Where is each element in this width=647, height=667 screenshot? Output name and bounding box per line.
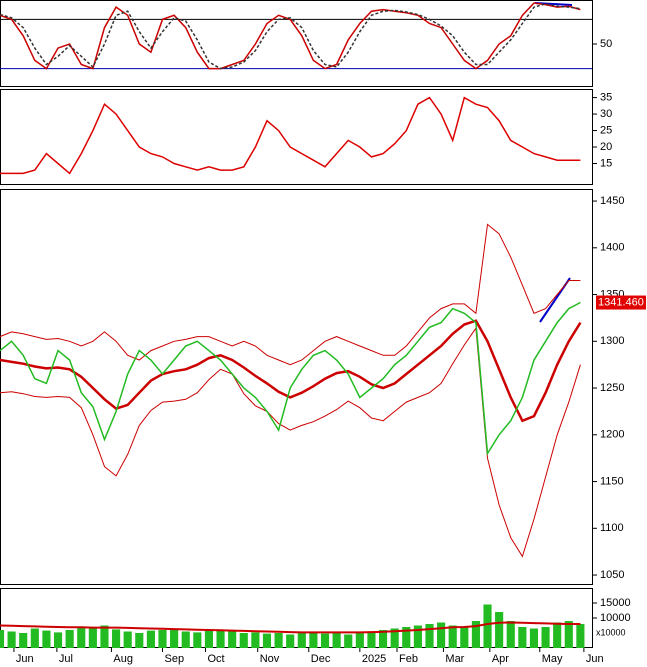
volume-bar bbox=[262, 633, 272, 648]
volume-bar bbox=[529, 628, 539, 648]
volume-bar bbox=[355, 633, 364, 648]
volume-bar bbox=[158, 630, 167, 648]
volume-bar bbox=[425, 624, 434, 648]
volume-bar bbox=[53, 632, 63, 648]
volume-bar bbox=[471, 621, 480, 648]
y-tick-label: 35 bbox=[600, 91, 612, 103]
volume-bar bbox=[332, 631, 341, 648]
volume-bar bbox=[367, 631, 376, 648]
y-tick-label: 1400 bbox=[600, 242, 624, 254]
adx-frame bbox=[0, 89, 593, 185]
volume-bar bbox=[309, 632, 318, 648]
y-tick-label: 1300 bbox=[600, 335, 624, 347]
x-tick-label: Nov bbox=[260, 653, 280, 665]
volume-bar bbox=[123, 631, 132, 648]
volume-bar bbox=[274, 633, 283, 648]
volume-bar bbox=[30, 628, 39, 648]
y-tick-label: 30 bbox=[600, 108, 612, 120]
volume-bar bbox=[390, 628, 399, 648]
volume-bar bbox=[483, 604, 492, 648]
x-tick-label: 2025 bbox=[362, 653, 386, 665]
volume-bar bbox=[518, 627, 527, 648]
volume-bar bbox=[402, 627, 411, 648]
x-tick-label: Feb bbox=[399, 653, 418, 665]
series-line bbox=[0, 223, 581, 366]
y-tick-label: 1250 bbox=[600, 382, 624, 394]
series-line bbox=[0, 2, 581, 70]
y-tick-label: 1200 bbox=[600, 429, 624, 441]
panel-frames bbox=[0, 0, 593, 648]
volume-bar bbox=[146, 630, 155, 648]
volume-bar bbox=[541, 627, 550, 648]
series-line bbox=[0, 96, 581, 175]
y-tick-label: 50 bbox=[600, 38, 612, 50]
volume-bar bbox=[286, 634, 295, 648]
x-tick-label: May bbox=[542, 653, 563, 665]
x-tick-label: Apr bbox=[492, 653, 509, 665]
volume-bar bbox=[564, 621, 573, 648]
volume-bar bbox=[378, 630, 388, 648]
x-tick-label: Mar bbox=[445, 653, 464, 665]
volume-bar bbox=[344, 634, 353, 648]
series-line bbox=[0, 621, 581, 634]
y-tick-label: 1150 bbox=[600, 475, 624, 487]
volume-bar bbox=[506, 621, 515, 648]
volume-bar bbox=[181, 631, 190, 648]
volume-bar bbox=[437, 622, 446, 648]
volume-bar bbox=[42, 630, 51, 648]
y-tick-label: 25 bbox=[600, 124, 612, 136]
y-tick-label: 15000 bbox=[600, 597, 631, 609]
price-frame bbox=[0, 189, 593, 585]
volume-bar bbox=[239, 633, 248, 648]
unit-label: x10000 bbox=[596, 627, 626, 637]
volume-bar bbox=[553, 622, 562, 648]
volume-bar bbox=[19, 633, 28, 648]
y-tick-label: 20 bbox=[600, 141, 612, 153]
x-tick-label: Dec bbox=[311, 653, 331, 665]
x-tick-label: Aug bbox=[113, 653, 133, 665]
volume-bar bbox=[7, 631, 16, 648]
y-tick-label: 1100 bbox=[600, 522, 624, 534]
volume-bar bbox=[0, 630, 5, 648]
volume-bar bbox=[413, 625, 422, 648]
volume-bar bbox=[88, 628, 97, 648]
volume-bar bbox=[193, 632, 202, 648]
series-line bbox=[0, 3, 581, 70]
y-tick-label: 1050 bbox=[600, 569, 624, 581]
y-tick-label: 15 bbox=[600, 157, 612, 169]
volume-bar bbox=[135, 633, 144, 648]
x-tick-label: Jun bbox=[16, 653, 34, 665]
volume-bar bbox=[100, 625, 109, 648]
series-line bbox=[0, 301, 581, 456]
volume-bar bbox=[495, 612, 504, 648]
x-tick-label: Sep bbox=[165, 653, 185, 665]
volume-bar bbox=[576, 624, 585, 648]
x-tick-label: Oct bbox=[207, 653, 224, 665]
volume-bar bbox=[297, 633, 306, 648]
x-tick-label: Jun bbox=[586, 653, 604, 665]
x-tick-label: Jul bbox=[59, 653, 73, 665]
volume-bar bbox=[460, 627, 469, 648]
volume-bar bbox=[112, 629, 121, 648]
volume-bar bbox=[216, 630, 225, 648]
volume-bar bbox=[448, 625, 457, 648]
last-price-box bbox=[596, 295, 646, 310]
y-tick-label: 1450 bbox=[600, 195, 624, 207]
volume-bar bbox=[170, 629, 179, 648]
series-line bbox=[0, 319, 582, 423]
volume-bar bbox=[228, 631, 237, 648]
last-price-label: 1341.460 bbox=[598, 296, 644, 308]
volume-bar bbox=[77, 627, 86, 648]
volume-bar bbox=[204, 630, 214, 648]
volume-bar bbox=[65, 630, 74, 648]
volume-bar bbox=[251, 632, 260, 648]
volume-bar bbox=[320, 633, 330, 648]
y-tick-label: 10000 bbox=[600, 612, 631, 624]
